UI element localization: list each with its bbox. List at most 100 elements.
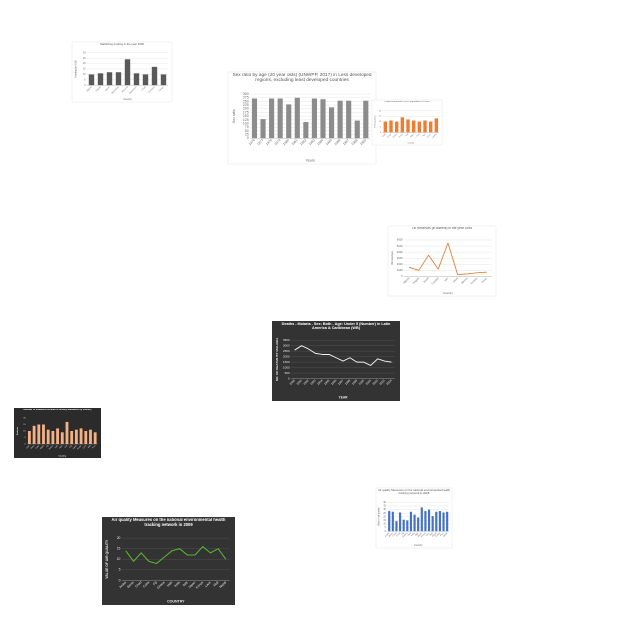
y-tick-label: 225: [243, 103, 249, 107]
x-axis-label: Country: [407, 142, 414, 145]
x-tick-label: Comoros: [148, 86, 156, 94]
x-tick-label: Ghana: [393, 134, 398, 139]
y-tick-label: 20: [117, 536, 121, 540]
chart-title: Air quality Measures on the national env…: [378, 489, 450, 496]
panel-background: [102, 517, 235, 605]
bar: [346, 100, 352, 139]
bar: [277, 98, 283, 139]
bar: [294, 97, 300, 139]
x-tick-label: Brazil: [423, 277, 430, 284]
y-tick-label: 0: [401, 274, 403, 278]
y-tick-label: 5: [119, 568, 121, 572]
x-tick-label: Cuba: [35, 445, 39, 449]
y-axis-label: % of population: [373, 115, 376, 128]
y-tick-label: 5000: [397, 244, 403, 248]
y-tick-label: 15: [83, 69, 86, 71]
x-tick-label: Angola: [95, 85, 102, 92]
y-tick-label: 10: [23, 431, 25, 433]
y-tick-label: 10: [383, 524, 386, 526]
bar: [438, 511, 441, 532]
chart-panel: Air quality Measures on the national env…: [102, 517, 235, 605]
x-tick-label: Egypt: [39, 444, 45, 450]
bar: [106, 72, 113, 86]
title-box: Deaths - Malaria - Sex: Both - Age: Unde…: [282, 322, 391, 330]
bar: [402, 519, 405, 532]
y-axis-label: Funding (in US$): [76, 60, 78, 77]
y-axis-label: NO. OF DEATHS BY MALARIA: [275, 337, 279, 381]
y-tick-label: 250: [243, 99, 249, 103]
bar: [411, 120, 416, 133]
line-series: [125, 546, 227, 564]
bar: [320, 99, 326, 139]
line-series: [408, 242, 487, 275]
chart-title: Stabilizing funding in the year 1990: [99, 43, 145, 46]
bar: [388, 511, 391, 532]
bar: [337, 100, 343, 139]
y-tick-label: 5: [24, 437, 25, 439]
x-tick-label: Chile: [26, 445, 30, 449]
y-tick-label: 35: [383, 506, 386, 508]
y-tick-label: 25: [383, 513, 386, 515]
y-axis-label: Students: [16, 427, 19, 435]
title-box: Sex ratio by age (20 year olds) (UNWPP, …: [232, 73, 371, 83]
bar: [142, 74, 149, 86]
bar: [84, 431, 88, 444]
x-tick-label: 1976: [248, 138, 256, 146]
x-axis-label: Country: [58, 455, 67, 458]
bar: [124, 59, 131, 86]
y-tick-label: 3000: [397, 256, 403, 260]
bar: [423, 120, 427, 133]
y-tick-label: 20: [383, 516, 386, 518]
x-tick-label: Nepal: [432, 532, 438, 538]
x-tick-label: Peru: [92, 445, 96, 449]
y-tick-label: 0: [288, 376, 290, 380]
bar: [37, 424, 41, 444]
y-tick-label: 15: [23, 424, 25, 426]
x-tick-label: Fiji: [152, 580, 158, 586]
x-axis-label: Country: [443, 291, 453, 295]
x-tick-label: Qatar: [442, 531, 448, 537]
x-tick-label: 1977: [256, 138, 264, 146]
chart-panel: Deaths - Malaria - Sex: Both - Age: Unde…: [272, 321, 400, 401]
x-tick-label: 2004: [385, 378, 393, 386]
bar: [435, 511, 438, 532]
x-tick-label: Fiji: [46, 445, 49, 448]
x-tick-label: Benin: [105, 86, 111, 92]
line-series: [294, 345, 392, 366]
x-tick-label: Kenya: [398, 134, 403, 139]
bar: [251, 98, 258, 139]
y-tick-label: 5: [380, 127, 381, 129]
x-tick-label: Chad: [393, 532, 399, 538]
y-tick-label: 10: [83, 74, 86, 76]
x-tick-label: Kenya: [421, 532, 427, 538]
x-tick-label: Botswana: [111, 85, 120, 94]
bar: [428, 121, 433, 133]
bar: [383, 121, 388, 133]
x-tick-label: 1978: [265, 138, 273, 146]
x-tick-label: 2002: [371, 378, 379, 386]
y-tick-label: 3500: [283, 338, 290, 342]
x-tick-label: 1997: [337, 378, 345, 386]
y-tick-label: 5: [84, 79, 86, 81]
bar: [413, 514, 416, 532]
x-tick-label: Iran: [64, 445, 68, 449]
x-tick-label: Fiji: [401, 532, 405, 536]
x-tick-label: Peru: [440, 532, 445, 537]
y-tick-label: 15: [117, 547, 121, 551]
bar: [88, 74, 95, 86]
bar: [354, 120, 360, 139]
x-tick-label: Italy: [182, 580, 189, 587]
x-axis-label: COUNTRY: [167, 599, 185, 603]
y-axis-label: Value of air quality: [378, 507, 381, 526]
x-tick-label: 1999: [351, 378, 359, 386]
x-tick-label: Burundi: [122, 86, 129, 93]
x-tick-label: India: [173, 580, 181, 588]
y-tick-label: 15: [383, 520, 386, 522]
x-tick-label: Libya: [452, 277, 459, 284]
bar: [46, 429, 50, 444]
y-tick-label: 75: [245, 125, 249, 129]
y-tick-label: 20: [83, 63, 86, 65]
y-tick-label: 2000: [283, 354, 290, 358]
bar: [160, 74, 167, 86]
x-tick-label: Mali: [430, 532, 435, 537]
